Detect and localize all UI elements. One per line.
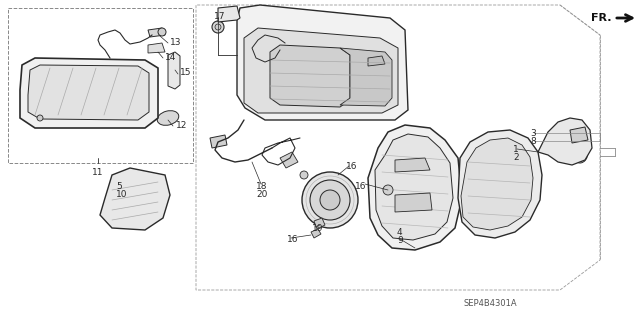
Text: 16: 16 <box>346 162 358 171</box>
Text: FR.: FR. <box>591 13 612 23</box>
Polygon shape <box>538 118 592 165</box>
Circle shape <box>300 171 308 179</box>
Text: 17: 17 <box>214 12 225 21</box>
Text: 13: 13 <box>170 38 182 47</box>
Circle shape <box>37 115 43 121</box>
Polygon shape <box>28 65 149 120</box>
Circle shape <box>383 185 393 195</box>
Text: 10: 10 <box>116 190 127 199</box>
Polygon shape <box>570 127 588 143</box>
Text: 4: 4 <box>397 228 403 237</box>
Polygon shape <box>237 5 408 120</box>
Text: 9: 9 <box>397 236 403 245</box>
Circle shape <box>302 172 358 228</box>
Polygon shape <box>280 152 298 168</box>
Polygon shape <box>270 45 350 107</box>
Circle shape <box>320 190 340 210</box>
Text: 16: 16 <box>355 182 367 191</box>
Polygon shape <box>314 218 325 229</box>
Text: 15: 15 <box>180 68 191 77</box>
Text: 5: 5 <box>116 182 122 191</box>
Text: 1: 1 <box>513 145 519 154</box>
Polygon shape <box>458 130 542 238</box>
Text: 12: 12 <box>176 121 188 130</box>
Polygon shape <box>340 48 392 106</box>
Polygon shape <box>244 28 398 113</box>
Circle shape <box>158 28 166 36</box>
Polygon shape <box>375 134 453 240</box>
Text: 20: 20 <box>256 190 268 199</box>
Polygon shape <box>210 135 227 148</box>
Polygon shape <box>100 168 170 230</box>
Polygon shape <box>218 6 240 22</box>
Ellipse shape <box>157 111 179 125</box>
Polygon shape <box>148 28 165 37</box>
Text: 14: 14 <box>165 53 177 62</box>
Polygon shape <box>395 193 432 212</box>
Text: SEP4B4301A: SEP4B4301A <box>463 299 517 308</box>
Circle shape <box>212 21 224 33</box>
Polygon shape <box>148 43 165 53</box>
Polygon shape <box>461 138 533 230</box>
Polygon shape <box>395 158 430 172</box>
Polygon shape <box>168 52 180 89</box>
Circle shape <box>310 180 350 220</box>
Text: 8: 8 <box>530 137 536 146</box>
Polygon shape <box>368 56 385 66</box>
Ellipse shape <box>572 141 588 163</box>
Circle shape <box>215 24 221 30</box>
Text: 18: 18 <box>256 182 268 191</box>
Text: 3: 3 <box>530 129 536 138</box>
Polygon shape <box>20 58 158 128</box>
Text: 19: 19 <box>312 224 323 233</box>
Polygon shape <box>311 229 321 238</box>
Text: 11: 11 <box>92 168 104 177</box>
Polygon shape <box>368 125 462 250</box>
Text: 16: 16 <box>287 235 298 244</box>
Text: 2: 2 <box>513 153 518 162</box>
Bar <box>8 8 193 163</box>
